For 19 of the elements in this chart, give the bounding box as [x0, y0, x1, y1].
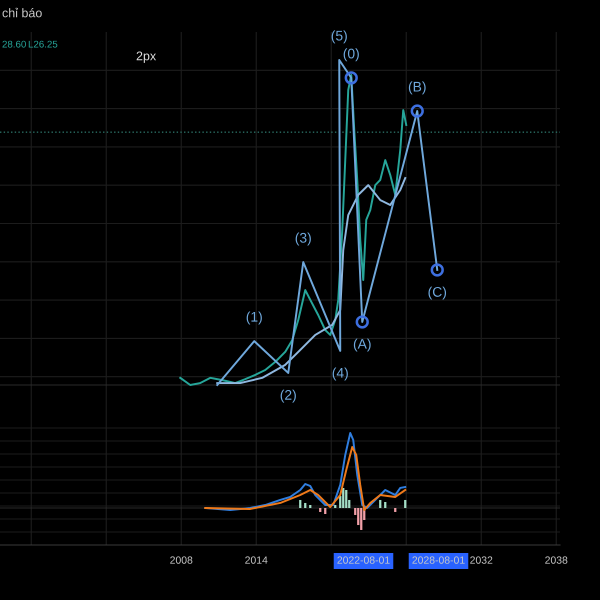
annotation: (3): [296, 232, 311, 246]
x-tick-label: 2008: [170, 556, 192, 564]
annotation: (4): [332, 368, 348, 380]
annotation: 2px: [136, 52, 156, 63]
text: L26.25: [28, 40, 58, 48]
annotation: (0): [344, 48, 359, 62]
annotation: (2): [280, 390, 296, 403]
text: chỉ báo: [2, 8, 42, 18]
x-tick-label: 2038: [545, 556, 568, 564]
x-tick-label: 2028-08-01: [412, 556, 465, 564]
x-tick-label: 2022-08-01: [337, 556, 390, 564]
annotation: (5): [332, 30, 347, 44]
text: 28.60: [2, 40, 26, 48]
annotation: (1): [246, 312, 262, 324]
x-tick-label: 2014: [245, 556, 268, 564]
x-tick-label: 2032: [470, 556, 492, 564]
annotation: (C): [428, 286, 446, 300]
annotation: (B): [408, 81, 426, 94]
annotation: (A): [354, 338, 371, 352]
